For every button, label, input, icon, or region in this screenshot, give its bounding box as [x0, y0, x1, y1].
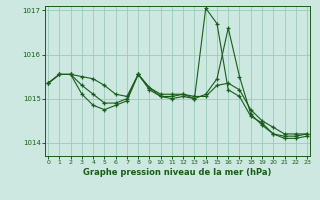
X-axis label: Graphe pression niveau de la mer (hPa): Graphe pression niveau de la mer (hPa): [84, 168, 272, 177]
